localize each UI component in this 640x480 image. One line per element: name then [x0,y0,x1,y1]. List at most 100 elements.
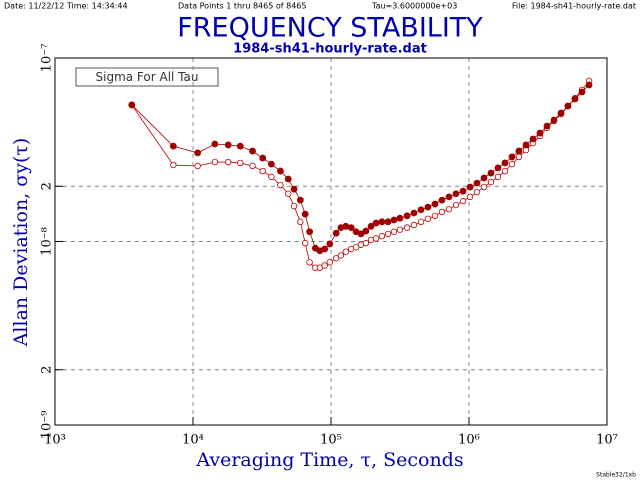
y-tick-label: 2 [40,182,55,190]
data-point [372,219,380,227]
data-point [378,218,386,226]
data-point [396,214,404,222]
data-point [508,160,516,168]
header-tau: Tau=3.6000000e+03 [371,2,457,11]
data-point [557,109,565,117]
data-point [194,149,202,157]
chart-subtitle: 1984-sh41-hourly-rate.dat [233,42,427,57]
data-point [321,245,329,253]
data-point [301,239,309,247]
data-point [362,239,370,247]
data-point [487,169,495,177]
data-point [445,193,453,201]
data-point [390,228,398,235]
data-point [362,227,370,235]
data-point [384,218,392,226]
data-point [466,183,474,191]
data-point [515,153,523,161]
data-point [268,160,275,168]
data-point [285,190,292,197]
x-axis-label: Averaging Time, τ, Seconds [195,449,463,471]
data-point [194,162,201,170]
data-point [237,159,244,167]
data-point [494,173,502,181]
data-point [301,210,309,218]
data-point [466,193,474,201]
data-point [396,226,404,233]
x-tick-label: 10³ [44,433,66,448]
x-tick-label: 10⁵ [320,433,342,448]
header-date: Date: 11/22/12 Time: 14:34:44 [4,2,128,11]
data-point [306,259,313,266]
data-point [529,135,537,143]
data-point [259,167,266,175]
data-point [225,158,232,166]
data-point [296,196,304,204]
data-point [424,215,432,222]
data-point [578,88,586,96]
data-point [326,259,333,266]
data-point [473,179,481,187]
data-point [321,262,328,269]
data-point [372,235,380,242]
header-file: File: 1984-sh41-hourly-rate.dat [512,2,636,11]
data-point [536,129,544,137]
x-tick-label: 10⁷ [596,433,618,448]
data-point [403,212,411,220]
data-point [452,190,460,198]
data-point [501,159,509,167]
data-point [417,218,425,226]
data-point [290,202,298,210]
x-tick-label: 10⁶ [458,433,480,448]
data-point [306,228,314,236]
data-point [297,218,304,226]
y-tick-label: 10⁻⁷ [40,44,55,73]
data-point [508,153,516,161]
data-point [473,188,481,196]
data-point [211,140,219,148]
data-point [342,248,349,255]
data-point [515,147,523,155]
data-point [332,229,340,237]
data-point [384,230,392,238]
y-tick-label: 10⁻⁸ [40,227,55,256]
data-point [480,174,488,182]
data-point [403,224,411,231]
data-point [277,167,284,175]
data-point [390,216,398,224]
data-point [259,154,267,162]
data-point [326,240,334,248]
data-point [438,196,446,204]
data-point [367,222,375,230]
data-point [169,142,177,150]
data-point [337,252,345,259]
chart-title: FREQUENCY STABILITY [177,13,483,44]
data-point [585,81,593,89]
data-point [424,203,432,211]
data-point [445,205,453,213]
data-point [249,147,256,155]
annotation-box [75,67,219,87]
data-point [211,158,219,166]
data-point [480,183,488,191]
data-point [352,244,360,251]
data-point [417,206,425,214]
annotation: Sigma For All Tau [96,70,199,84]
data-point [522,141,530,149]
data-point [550,116,558,124]
data-point [564,102,572,110]
data-point [347,224,355,232]
data-point [128,101,136,109]
data-point [357,230,365,238]
data-point [268,173,275,181]
data-point [487,178,495,186]
data-point [378,232,386,240]
x-tick-label: 10⁴ [182,433,204,448]
data-point [277,181,284,189]
data-point [410,221,418,229]
y-tick-label: 2 [40,366,55,374]
data-point [290,185,298,193]
data-point [170,161,177,169]
data-point [249,162,256,170]
